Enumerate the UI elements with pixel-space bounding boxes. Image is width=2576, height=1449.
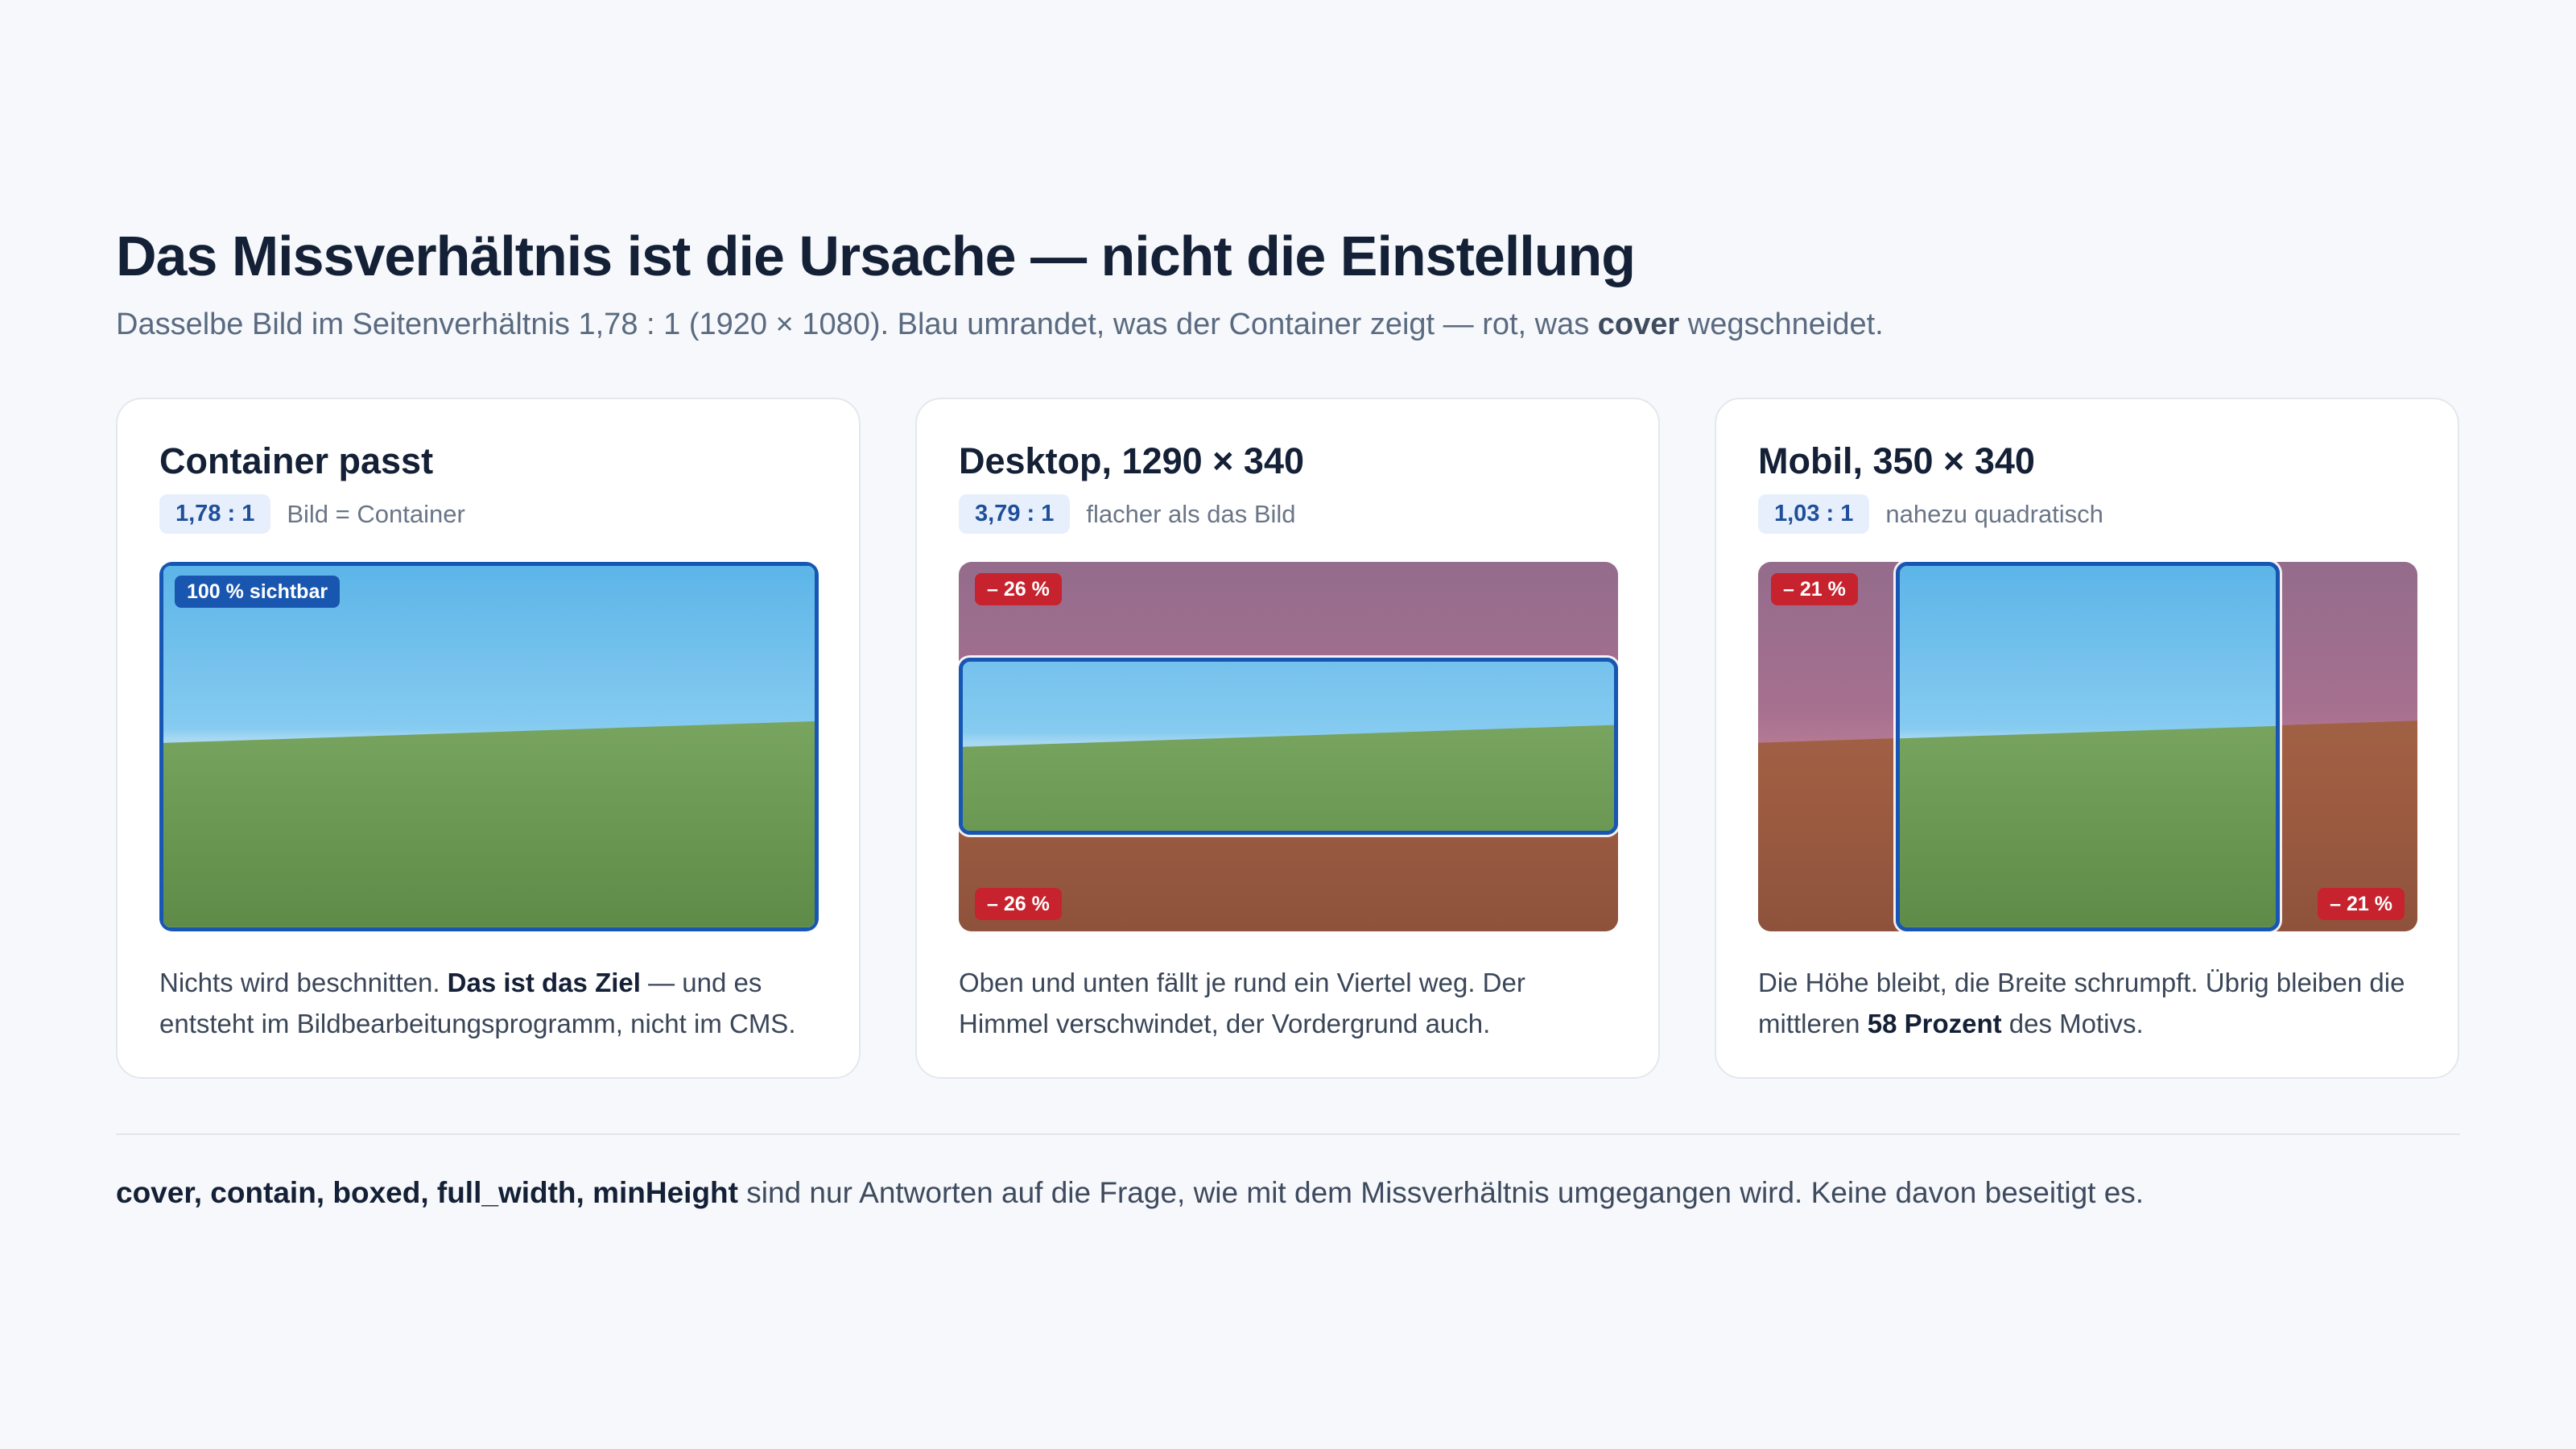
crop-badge-bottom: – 26 %: [975, 887, 1062, 920]
ratio-row: 3,79 : 1 flacher als das Bild: [959, 494, 1616, 535]
crop-badge-top: – 26 %: [975, 572, 1062, 605]
card-title: Mobil, 350 × 340: [1758, 440, 2035, 482]
subtitle-pre: Dasselbe Bild im Seitenverhältnis 1,78 :…: [116, 308, 1598, 341]
landscape-image: [163, 565, 815, 927]
landscape-image: [963, 661, 1614, 831]
card-mobile: Mobil, 350 × 340 1,03 : 1 nahezu quadrat…: [1715, 398, 2459, 1080]
image-preview: – 21 % – 21 %: [1758, 561, 2417, 931]
visible-area: 100 % sichtbar: [159, 561, 819, 931]
card-text-post: des Motivs.: [2001, 1009, 2144, 1039]
page-title: Das Missverhältnis ist die Ursache — nic…: [116, 225, 1636, 287]
ratio-badge: 3,79 : 1: [959, 494, 1071, 535]
image-preview: – 26 % – 26 %: [959, 561, 1618, 931]
card-description: Oben und unten fällt je rund ein Viertel…: [959, 962, 1616, 1044]
page-subtitle: Dasselbe Bild im Seitenverhältnis 1,78 :…: [116, 305, 2460, 345]
card-desktop: Desktop, 1290 × 340 3,79 : 1 flacher als…: [915, 398, 1660, 1080]
footer-bold: cover, contain, boxed, full_width, minHe…: [116, 1176, 738, 1210]
image-preview: 100 % sichtbar: [159, 561, 819, 931]
visible-area: [1896, 561, 2280, 931]
divider: [116, 1133, 2460, 1136]
card-text-pre: Nichts wird beschnitten.: [159, 967, 448, 997]
card-text-bold: Das ist das Ziel: [447, 967, 641, 997]
crop-badge-right: – 21 %: [2318, 887, 2405, 920]
visible-area: [959, 657, 1618, 835]
card-description: Die Höhe bleibt, die Breite schrumpft. Ü…: [1758, 962, 2416, 1044]
ratio-row: 1,03 : 1 nahezu quadratisch: [1758, 494, 2416, 535]
card-text-pre: Oben und unten fällt je rund ein Viertel…: [959, 967, 1525, 1039]
card-container-fits: Container passt 1,78 : 1 Bild = Containe…: [116, 398, 861, 1080]
subtitle-post: wegschneidet.: [1679, 308, 1884, 341]
footer-rest: sind nur Antworten auf die Frage, wie mi…: [737, 1176, 2145, 1210]
ratio-badge: 1,03 : 1: [1758, 494, 1870, 535]
ratio-row: 1,78 : 1 Bild = Container: [159, 494, 817, 535]
ratio-badge: 1,78 : 1: [159, 494, 271, 535]
card-description: Nichts wird beschnitten. Das ist das Zie…: [159, 962, 817, 1044]
landscape-image: [1900, 565, 2276, 927]
page: Das Missverhältnis ist die Ursache — nic…: [116, 225, 2460, 1212]
crop-badge-left: – 21 %: [1771, 572, 1858, 605]
ratio-description: flacher als das Bild: [1086, 499, 1296, 528]
subtitle-bold: cover: [1597, 308, 1680, 341]
card-text-bold: 58 Prozent: [1867, 1009, 2002, 1039]
ratio-description: nahezu quadratisch: [1885, 499, 2103, 528]
cards-row: Container passt 1,78 : 1 Bild = Containe…: [116, 398, 2460, 1080]
ratio-description: Bild = Container: [287, 499, 465, 528]
card-text-post: — und es entsteht im Bildbearbeitungspro…: [159, 967, 796, 1039]
card-title: Container passt: [159, 440, 434, 482]
visible-badge: 100 % sichtbar: [175, 575, 341, 608]
footer-note: cover, contain, boxed, full_width, minHe…: [116, 1174, 2460, 1212]
card-text-pre: Die Höhe bleibt, die Breite schrumpft. Ü…: [1758, 967, 2405, 1039]
card-title: Desktop, 1290 × 340: [959, 440, 1305, 482]
